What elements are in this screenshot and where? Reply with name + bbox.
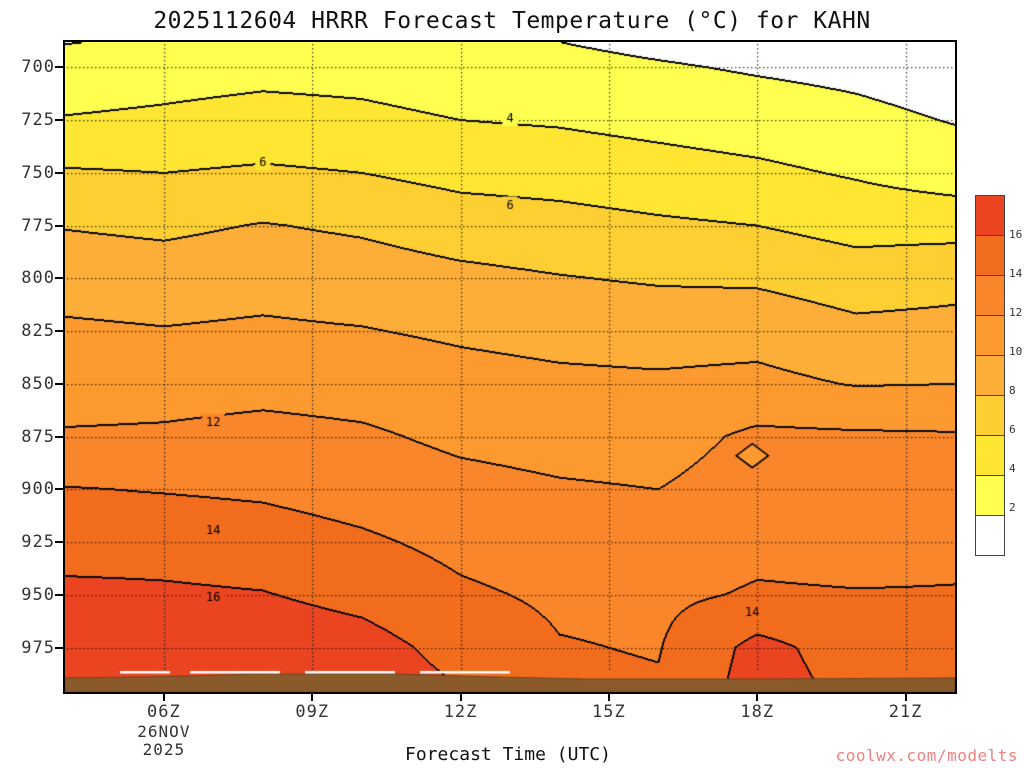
y-tick-label: 775 (21, 215, 55, 236)
colorbar-segment (976, 395, 1004, 435)
colorbar (975, 195, 1005, 556)
colorbar-tick-label: 6 (1009, 423, 1016, 436)
colorbar-segment (976, 275, 1004, 315)
colorbar-segment (976, 315, 1004, 355)
x-tick-mark (162, 694, 165, 701)
x-tick-mark (311, 694, 314, 701)
y-tick-label: 950 (21, 584, 55, 605)
colorbar-tick-label: 16 (1009, 228, 1023, 241)
colorbar-segment (976, 235, 1004, 275)
colorbar-tick-label: 8 (1009, 384, 1016, 397)
x-tick-mark (904, 694, 907, 701)
x-axis-title: Forecast Time (UTC) (405, 744, 611, 765)
x-tick-mark (459, 694, 462, 701)
y-tick-mark (55, 66, 63, 69)
x-tick-mark (756, 694, 759, 701)
y-tick-label: 975 (21, 637, 55, 658)
y-tick-label: 925 (21, 532, 55, 553)
y-tick-mark (55, 593, 63, 596)
colorbar-segment (976, 435, 1004, 475)
y-tick-mark (55, 488, 63, 491)
plot-area (63, 40, 957, 694)
colorbar-tick-label: 10 (1009, 345, 1023, 358)
y-tick-mark (55, 224, 63, 227)
x-tick-label: 12Z (443, 702, 478, 722)
x-axis-date: 26NOV (137, 722, 191, 741)
colorbar-tick-label: 12 (1009, 306, 1023, 319)
y-tick-mark (55, 646, 63, 649)
y-tick-mark (55, 119, 63, 122)
y-tick-label: 825 (21, 321, 55, 342)
colorbar-segment (976, 355, 1004, 395)
x-tick-label: 15Z (592, 702, 626, 722)
x-tick-label: 21Z (888, 702, 923, 722)
y-tick-label: 900 (21, 479, 55, 500)
x-axis-year: 2025 (142, 740, 186, 759)
watermark-link[interactable]: coolwx.com/modelts (835, 746, 1018, 765)
colorbar-segment (976, 196, 1004, 235)
y-tick-label: 875 (21, 426, 55, 447)
colorbar-tick-label: 14 (1009, 267, 1023, 280)
colorbar-segment (976, 515, 1004, 555)
x-tick-label: 06Z (147, 702, 181, 722)
x-tick-label: 09Z (295, 702, 330, 722)
y-tick-mark (55, 435, 63, 438)
y-tick-mark (55, 330, 63, 333)
colorbar-tick-label: 2 (1009, 501, 1016, 514)
y-tick-mark (55, 541, 63, 544)
colorbar-segment (976, 475, 1004, 515)
x-tick-mark (607, 694, 610, 701)
contour-canvas (65, 42, 955, 692)
y-tick-label: 750 (21, 162, 55, 183)
chart-title: 2025112604 HRRR Forecast Temperature (°C… (153, 8, 871, 34)
y-tick-mark (55, 171, 63, 174)
y-tick-label: 800 (21, 268, 55, 289)
x-tick-label: 18Z (740, 702, 775, 722)
y-tick-label: 700 (21, 57, 55, 78)
colorbar-tick-label: 4 (1009, 462, 1016, 475)
y-tick-mark (55, 382, 63, 385)
y-tick-label: 850 (21, 373, 55, 394)
y-tick-label: 725 (21, 110, 55, 131)
y-tick-mark (55, 277, 63, 280)
